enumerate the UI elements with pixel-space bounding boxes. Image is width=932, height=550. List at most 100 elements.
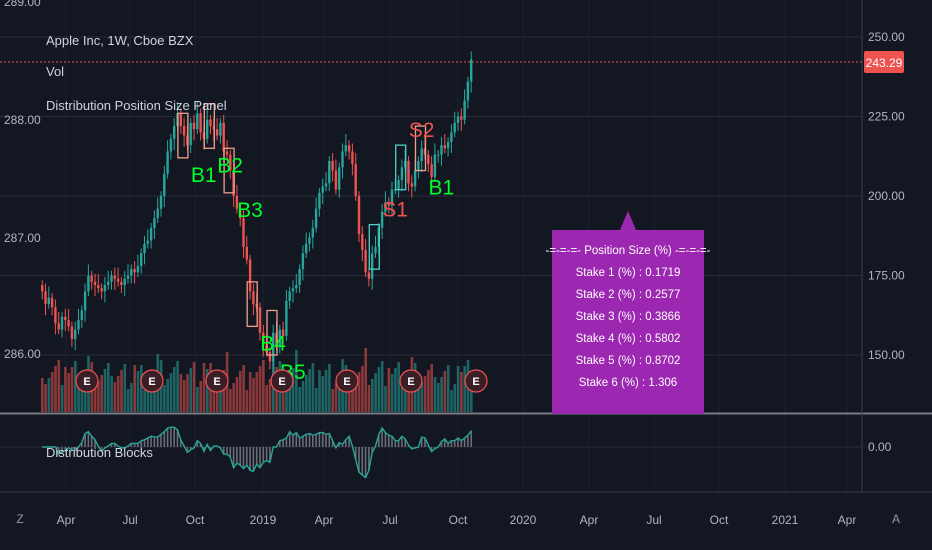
volume-bar bbox=[364, 348, 367, 412]
symbol-title[interactable]: Apple Inc, 1W, Cboe BZX bbox=[46, 33, 194, 48]
candle-body bbox=[179, 113, 182, 127]
right-price-axis[interactable]: 250.00 225.00 200.00 175.00 150.00 0.00 bbox=[868, 30, 905, 454]
volume-bar bbox=[377, 367, 381, 412]
distribution-blocks-oscillator bbox=[42, 426, 473, 479]
volume-bar bbox=[328, 364, 331, 412]
earnings-badge[interactable] bbox=[75, 369, 99, 393]
volume-bar bbox=[206, 369, 209, 412]
volume-bar bbox=[169, 373, 173, 412]
candle-body bbox=[344, 145, 347, 152]
candle-body bbox=[334, 170, 338, 190]
volume-bar bbox=[324, 370, 328, 412]
volume-bar bbox=[163, 385, 166, 412]
volume-bar bbox=[390, 374, 394, 412]
volume-bar bbox=[74, 361, 77, 412]
right-axis-tick: 150.00 bbox=[868, 348, 905, 362]
zoom-button[interactable]: Z bbox=[16, 512, 23, 526]
volume-bar bbox=[113, 382, 117, 412]
earnings-badge[interactable] bbox=[335, 369, 359, 393]
candle-body bbox=[410, 183, 413, 187]
volume-bar bbox=[97, 381, 100, 412]
volume-bar bbox=[176, 361, 179, 412]
position-size-panel-label[interactable]: Distribution Position Size Panel bbox=[46, 98, 227, 113]
signal-label-b1: B1 bbox=[429, 177, 455, 200]
candle-body bbox=[354, 164, 357, 196]
candle-body bbox=[140, 253, 143, 266]
candle-body bbox=[219, 122, 222, 136]
distribution-blocks-label[interactable]: Distribution Blocks bbox=[46, 445, 153, 460]
volume-bar bbox=[196, 387, 199, 412]
volume-bar bbox=[242, 365, 245, 412]
left-axis-tick: 286.00 bbox=[4, 347, 41, 361]
volume-bar bbox=[44, 384, 47, 412]
right-axis-tick: 200.00 bbox=[868, 189, 905, 203]
volume-bar bbox=[215, 382, 219, 412]
panel-stake-row: Stake 5 (%) : 0.8702 bbox=[576, 355, 681, 367]
candle-body bbox=[120, 281, 123, 286]
earnings-badge[interactable] bbox=[140, 369, 164, 393]
auto-scale-button[interactable]: A bbox=[892, 512, 900, 526]
volume-bar bbox=[80, 380, 84, 412]
time-axis-tick: Jul bbox=[646, 513, 661, 527]
candle-body bbox=[268, 351, 272, 362]
volume-bar bbox=[133, 365, 136, 412]
volume-bar bbox=[103, 369, 107, 412]
time-axis-tick: Oct bbox=[710, 513, 729, 527]
candle-body bbox=[47, 297, 50, 305]
volume-bar bbox=[453, 384, 457, 412]
candle-body bbox=[156, 208, 159, 219]
osc-line bbox=[42, 426, 472, 479]
candle-body bbox=[192, 122, 196, 130]
price-badge bbox=[864, 51, 904, 73]
candle-body bbox=[182, 126, 186, 136]
candle-body bbox=[278, 329, 281, 346]
volume-bar bbox=[374, 373, 377, 412]
volume-bar bbox=[54, 366, 57, 412]
candle-body bbox=[225, 151, 229, 155]
candle-body bbox=[341, 151, 344, 168]
candle-body bbox=[64, 316, 67, 321]
volume-bar bbox=[301, 381, 305, 412]
earnings-badge[interactable] bbox=[399, 369, 423, 393]
earnings-badge[interactable] bbox=[270, 369, 294, 393]
panel-pointer bbox=[620, 211, 636, 230]
signal-box bbox=[203, 103, 215, 149]
volume-bar bbox=[288, 374, 292, 412]
time-axis-tick: 2020 bbox=[510, 513, 537, 527]
candle-body bbox=[83, 291, 87, 311]
earnings-badge[interactable] bbox=[205, 369, 229, 393]
right-axis-tick: 225.00 bbox=[868, 110, 905, 124]
volume-bar bbox=[166, 379, 169, 412]
candle-body bbox=[331, 161, 334, 171]
volume-bar bbox=[57, 360, 61, 412]
candle-body bbox=[413, 170, 417, 187]
volume-bar bbox=[245, 390, 249, 412]
earnings-badge[interactable] bbox=[464, 369, 488, 393]
volume-bar bbox=[252, 378, 255, 412]
candle-body bbox=[417, 161, 420, 171]
volume-bar bbox=[123, 364, 127, 412]
candle-body bbox=[143, 243, 146, 254]
left-price-axis: 289.00 288.00 287.00 286.00 bbox=[4, 0, 41, 361]
volume-bar bbox=[456, 366, 460, 412]
volume-bar bbox=[120, 370, 123, 412]
volume-bar bbox=[460, 372, 463, 412]
candle-body bbox=[199, 113, 202, 133]
signal-boxes bbox=[177, 103, 427, 356]
candle-body bbox=[328, 161, 331, 184]
candle-body bbox=[460, 116, 463, 120]
candle-body bbox=[258, 307, 262, 333]
candle-body bbox=[400, 167, 404, 181]
volume-bar bbox=[450, 390, 453, 412]
volume-bar bbox=[397, 362, 400, 412]
time-axis[interactable]: Apr Jul Oct 2019 Apr Jul Oct 2020 Apr Jul Oct 2021 A… bbox=[57, 513, 857, 527]
volume-bar bbox=[437, 383, 440, 412]
earnings-badge-label: E bbox=[343, 376, 350, 388]
candle-body bbox=[470, 59, 473, 82]
time-axis-tick: Apr bbox=[580, 513, 599, 527]
vol-indicator-label[interactable]: Vol bbox=[46, 64, 64, 79]
candle-body bbox=[70, 326, 74, 340]
candle-body bbox=[41, 285, 44, 292]
candle-body bbox=[126, 275, 130, 279]
